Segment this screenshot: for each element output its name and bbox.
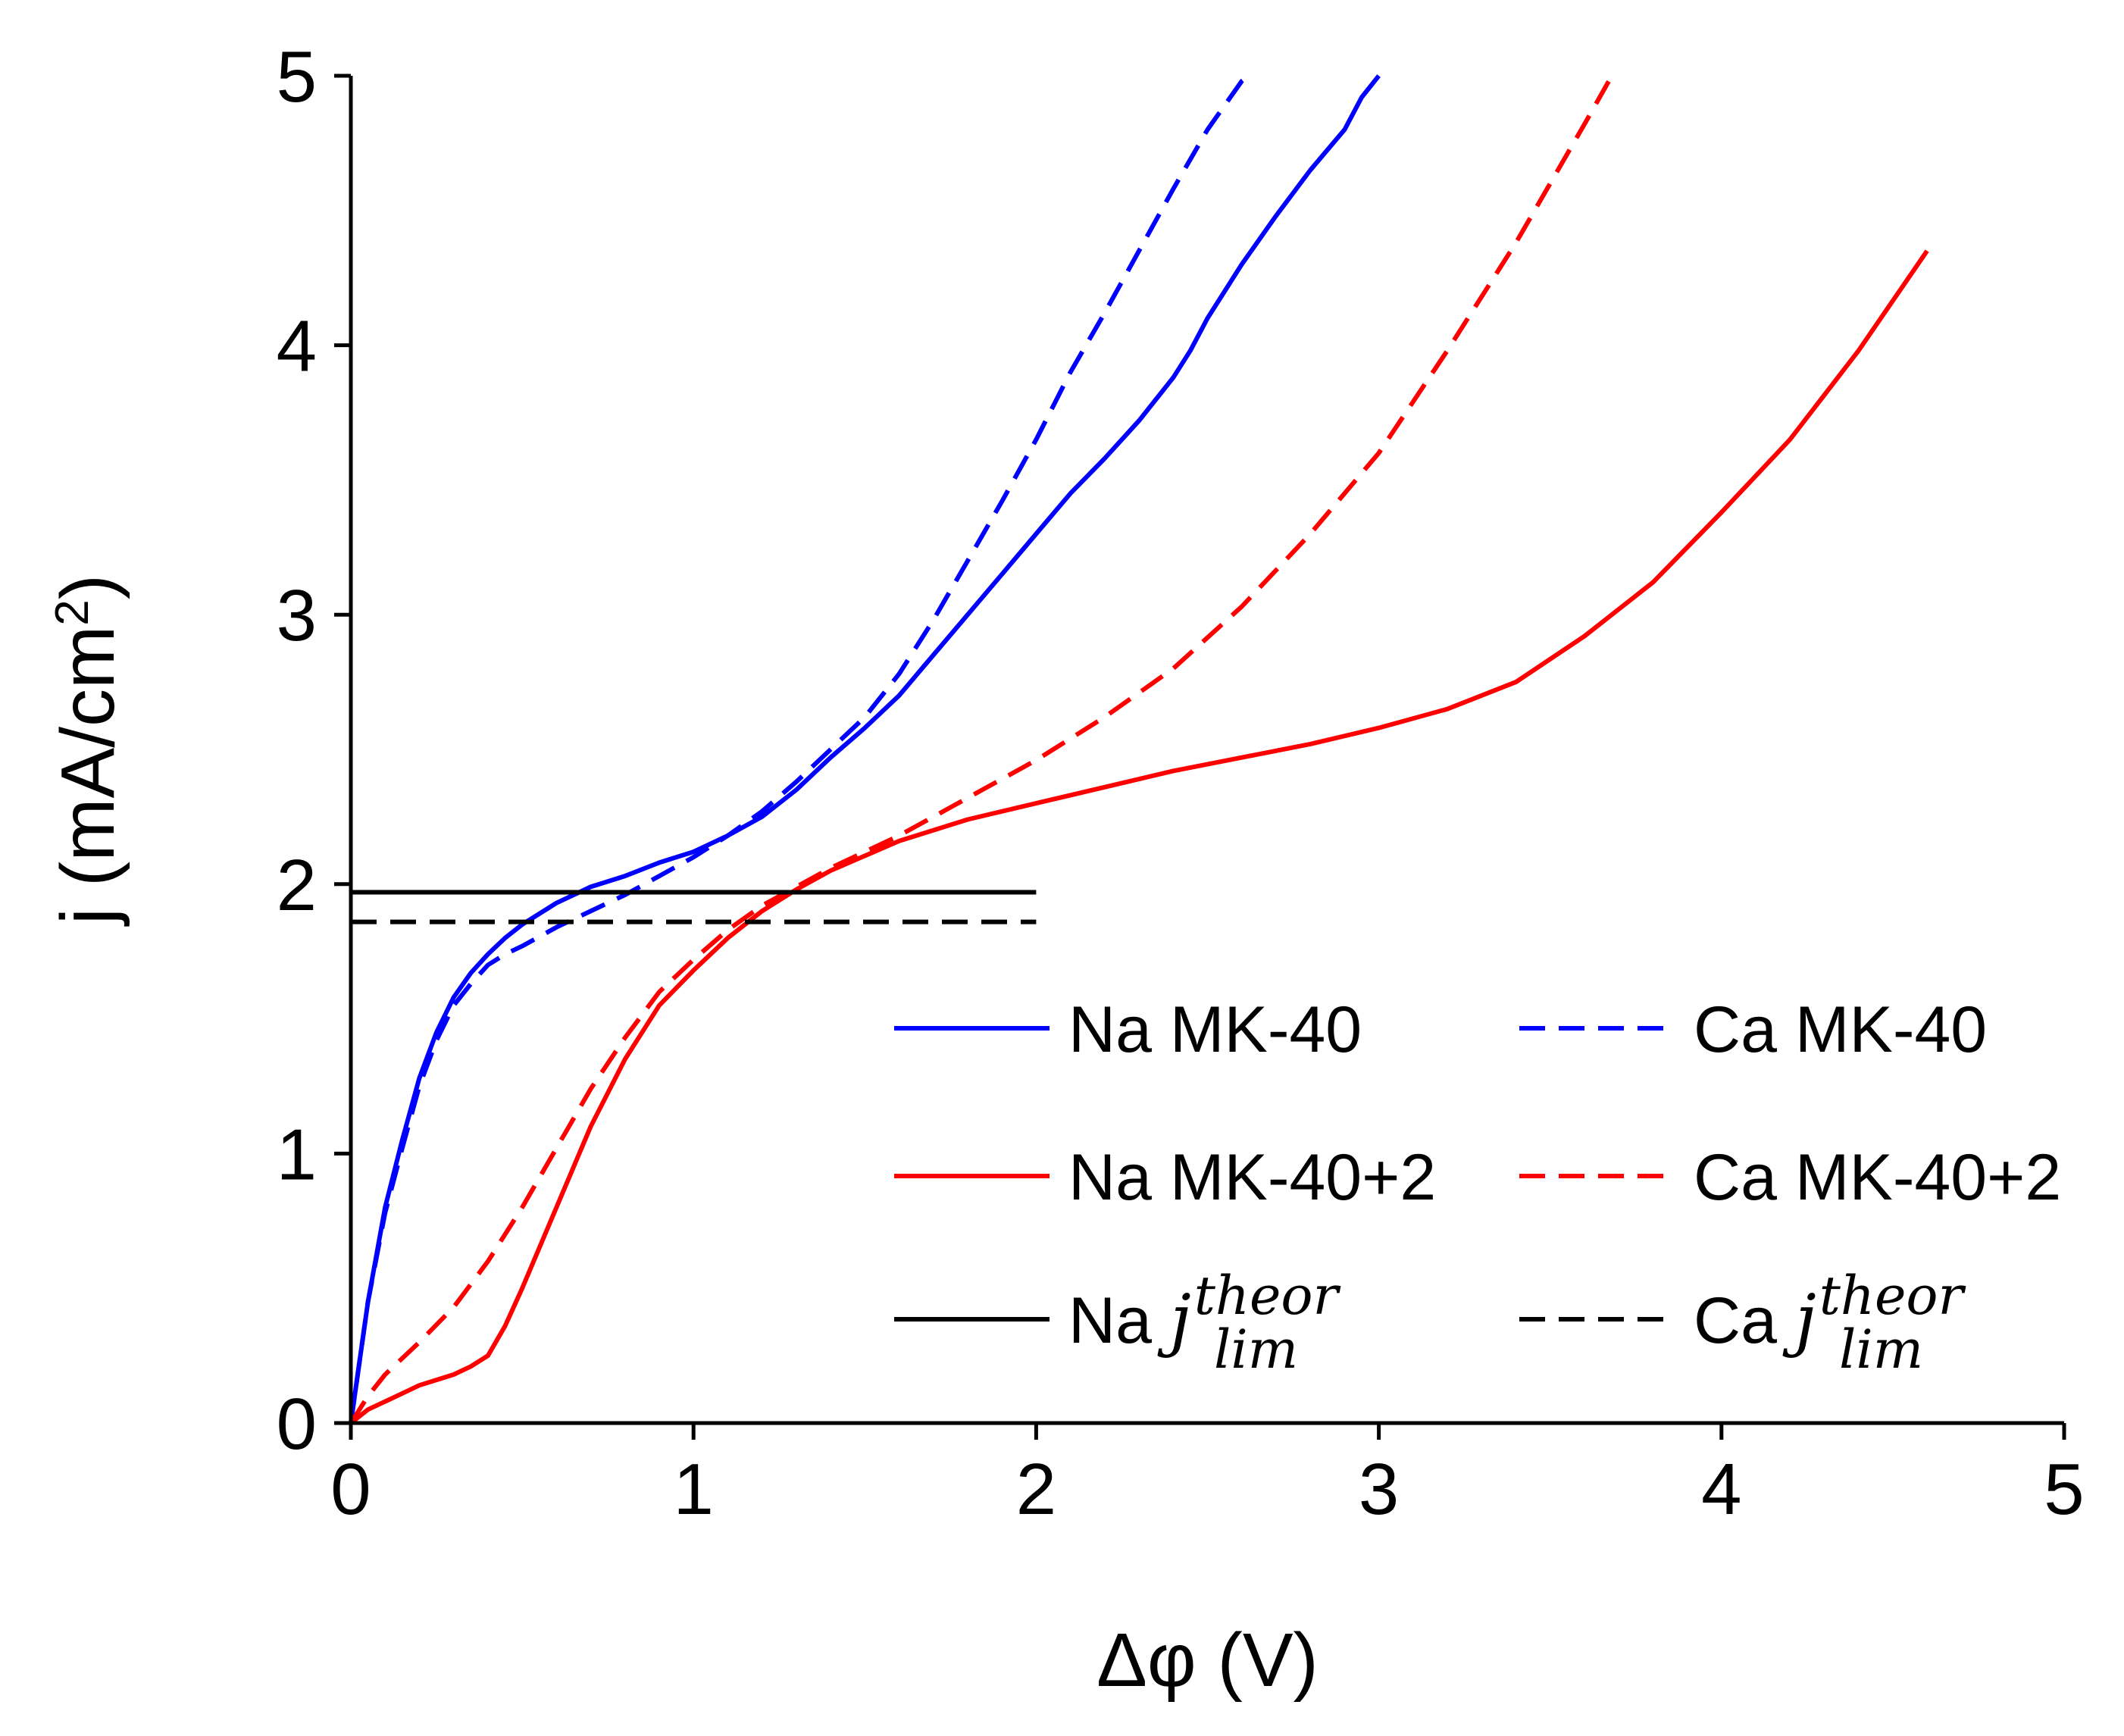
y-axis-title-close: ) — [45, 574, 130, 599]
legend-math-sup-na: theor — [1194, 1265, 1341, 1327]
legend-math-sup-ca: theor — [1819, 1265, 1966, 1327]
legend-math-sub-ca: lim — [1839, 1318, 1923, 1381]
y-tick-label: 0 — [277, 1384, 317, 1465]
x-tick-label: 2 — [1016, 1449, 1056, 1530]
legend-label-ca-jlim: Ca jtheor — [1694, 1265, 1966, 1359]
y-tick-label: 3 — [277, 575, 317, 656]
legend: Na MK-40 Ca MK-40 Na MK-40+2 Ca MK-40+2 … — [894, 993, 2061, 1381]
x-tick-label: 4 — [1701, 1449, 1741, 1530]
series-line-3 — [349, 74, 1614, 1425]
x-tick-label: 1 — [674, 1449, 714, 1530]
legend-label-ca-mk40: Ca MK-40 — [1694, 993, 1987, 1066]
legend-label-na-mk40-2: Na MK-40+2 — [1068, 1141, 1436, 1214]
x-axis-title: Δφ (V) — [1096, 1618, 1319, 1703]
legend-math-sub-na: lim — [1214, 1318, 1298, 1381]
y-axis-title-main: j (mA/cm — [45, 626, 130, 927]
y-tick-label: 5 — [277, 36, 317, 117]
legend-label-na-jlim: Na jtheor — [1068, 1265, 1341, 1359]
legend-label-na-prefix: Na — [1068, 1284, 1170, 1357]
legend-label-ca-mk40-2: Ca MK-40+2 — [1694, 1141, 2061, 1214]
legend-label-na-mk40: Na MK-40 — [1068, 993, 1362, 1066]
axes — [349, 76, 2064, 1425]
y-axis-title-superscript: 2 — [46, 599, 99, 625]
x-tick-label: 0 — [330, 1449, 371, 1530]
ticks: 0 1 2 3 4 5 0 1 2 3 4 5 — [277, 36, 2085, 1530]
y-axis-title: j (mA/cm2) — [45, 574, 130, 927]
y-tick-label: 2 — [277, 845, 317, 926]
x-tick-label: 3 — [1359, 1449, 1399, 1530]
series-line-0 — [349, 74, 1381, 1424]
x-tick-label: 5 — [2044, 1449, 2084, 1530]
plot-series — [349, 74, 1929, 1425]
y-tick-label: 1 — [277, 1114, 317, 1195]
series-line-1 — [349, 74, 1250, 1424]
series-line-2 — [349, 249, 1929, 1425]
legend-label-ca-prefix: Ca — [1694, 1284, 1795, 1357]
y-tick-label: 4 — [277, 306, 317, 387]
